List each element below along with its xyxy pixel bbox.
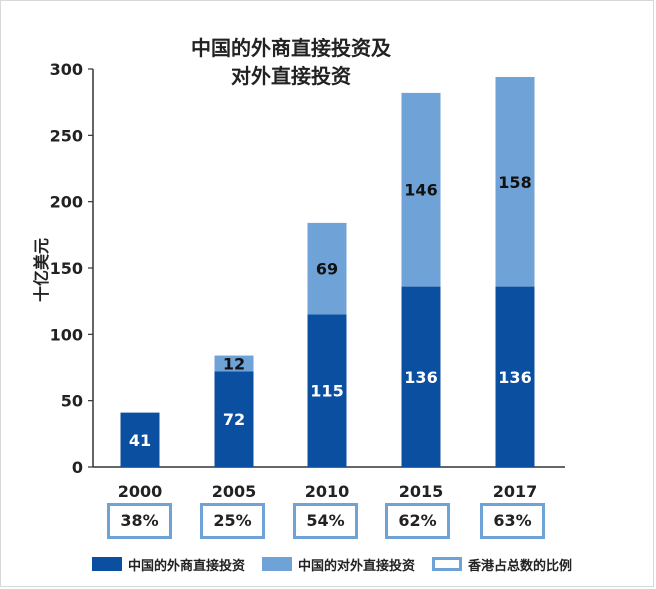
bar-2005-series-0 bbox=[214, 371, 254, 467]
x-tick-label-2017: 2017 bbox=[493, 482, 538, 500]
y-tick-label-150: 150 bbox=[50, 259, 83, 278]
y-tick-label-200: 200 bbox=[50, 193, 83, 212]
bar-2010-series-0 bbox=[307, 314, 347, 467]
legend-label-inbound: 中国的外商直接投资 bbox=[128, 558, 246, 574]
ratio-box-2005: 25% bbox=[200, 503, 265, 539]
y-tick-label-0: 0 bbox=[72, 458, 83, 477]
x-tick-label-2000: 2000 bbox=[118, 482, 163, 500]
legend-label-outbound: 中国的对外直接投资 bbox=[298, 558, 416, 574]
bar-2017-series-0 bbox=[495, 286, 535, 467]
x-tick-label-2010: 2010 bbox=[305, 482, 350, 500]
data-label-2010-series-0: 115 bbox=[310, 382, 343, 401]
y-tick-label-100: 100 bbox=[50, 325, 83, 344]
y-tick-label-300: 300 bbox=[50, 60, 83, 79]
ratio-box-2000: 38% bbox=[107, 503, 172, 539]
x-tick-label-2005: 2005 bbox=[212, 482, 257, 500]
ratio-box-2017: 63% bbox=[480, 503, 545, 539]
legend-item-hk-share: 香港占总数的比例 bbox=[432, 555, 573, 574]
bar-2005-series-1 bbox=[214, 355, 254, 372]
ratio-box-2015: 62% bbox=[385, 503, 450, 539]
y-tick-label-50: 50 bbox=[61, 392, 83, 411]
bar-2010-series-1 bbox=[307, 222, 347, 315]
stacked-bar-chart: 0 50 100 150 200 250 300 41 2000 72 12 2005 115 69 201… bbox=[50, 60, 565, 500]
data-label-2015-series-1: 146 bbox=[404, 181, 437, 200]
data-label-2017-series-0: 136 bbox=[498, 368, 531, 387]
legend-label-hk-share: 香港占总数的比例 bbox=[468, 558, 573, 574]
data-label-2005-series-0: 72 bbox=[223, 410, 245, 429]
legend-item-outbound-fdi: 中国的对外直接投资 bbox=[262, 555, 416, 574]
legend-swatch-inbound bbox=[92, 557, 122, 571]
data-label-2015-series-0: 136 bbox=[404, 368, 437, 387]
data-label-2010-series-1: 69 bbox=[316, 260, 338, 279]
data-label-2005-series-1: 12 bbox=[223, 355, 245, 374]
data-label-2017-series-1: 158 bbox=[498, 173, 531, 192]
chart-title-line-2: 对外直接投资 bbox=[231, 64, 351, 88]
bar-2017-series-1 bbox=[495, 76, 535, 287]
chart-title-line-1: 中国的外商直接投资及 bbox=[191, 36, 391, 60]
ratio-box-2010: 54% bbox=[293, 503, 358, 539]
bar-2000-series-0 bbox=[120, 412, 160, 467]
bar-2015-series-1 bbox=[401, 92, 441, 287]
y-tick-label-250: 250 bbox=[50, 126, 83, 145]
legend-swatch-outbound bbox=[262, 557, 292, 571]
data-label-2000-series-0: 41 bbox=[129, 431, 151, 450]
x-tick-label-2015: 2015 bbox=[399, 482, 444, 500]
bar-2015-series-0 bbox=[401, 286, 441, 467]
legend-item-inbound-fdi: 中国的外商直接投资 bbox=[92, 555, 246, 574]
legend-swatch-hk-share bbox=[432, 557, 462, 571]
